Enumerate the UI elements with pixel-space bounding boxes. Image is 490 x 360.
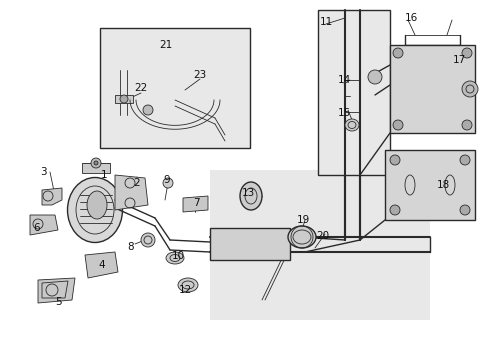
Bar [115,95,133,103]
Circle shape [462,48,472,58]
Polygon shape [42,188,62,205]
Bar [210,228,290,260]
Circle shape [390,205,400,215]
Text: 8: 8 [128,242,134,252]
Circle shape [163,178,173,188]
Text: 12: 12 [178,285,192,295]
Text: 2: 2 [134,178,140,188]
Text: 9: 9 [164,175,171,185]
Circle shape [460,155,470,165]
Polygon shape [38,278,75,303]
Text: 15: 15 [338,108,351,118]
Text: 3: 3 [40,167,47,177]
Text: 7: 7 [193,198,199,208]
Text: 22: 22 [134,83,147,93]
Text: 10: 10 [172,251,185,261]
Text: 23: 23 [194,70,207,80]
Text: 14: 14 [338,75,351,85]
Polygon shape [318,10,390,175]
Text: 19: 19 [296,215,310,225]
Circle shape [91,158,101,168]
Ellipse shape [87,191,107,219]
Text: 20: 20 [317,231,330,241]
Polygon shape [210,170,430,320]
Text: 11: 11 [319,17,333,27]
Circle shape [94,161,98,165]
Bar [385,150,475,220]
Ellipse shape [345,119,359,131]
Text: 18: 18 [437,180,450,190]
Polygon shape [85,252,118,278]
Ellipse shape [288,226,316,248]
Ellipse shape [68,177,122,243]
Text: 5: 5 [55,297,61,307]
Circle shape [393,48,403,58]
Bar [100,28,250,148]
Circle shape [368,70,382,84]
Text: 21: 21 [159,40,172,50]
Circle shape [462,81,478,97]
Text: 17: 17 [452,55,466,65]
Text: 6: 6 [34,223,40,233]
Ellipse shape [240,182,262,210]
Bar [390,45,475,133]
Ellipse shape [166,252,184,264]
Circle shape [141,233,155,247]
Circle shape [460,205,470,215]
Polygon shape [115,175,148,210]
Circle shape [462,120,472,130]
Polygon shape [30,215,58,235]
Text: 13: 13 [242,188,255,198]
Text: 16: 16 [404,13,417,23]
Bar [82,163,110,173]
Circle shape [390,155,400,165]
Circle shape [120,95,128,103]
Polygon shape [183,196,208,212]
Circle shape [143,105,153,115]
Text: 4: 4 [98,260,105,270]
Circle shape [393,120,403,130]
Ellipse shape [178,278,198,292]
Text: 1: 1 [100,170,107,180]
